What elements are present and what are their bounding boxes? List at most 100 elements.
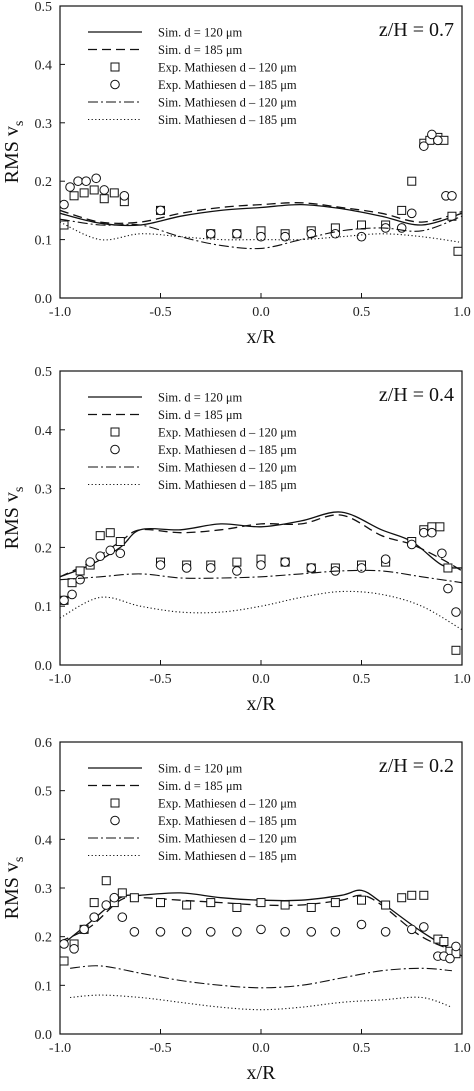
data-point-circle — [419, 141, 429, 151]
data-point-circle — [256, 924, 266, 935]
data-point-circle — [89, 912, 99, 923]
data-point-square — [443, 563, 453, 573]
data-point-circle — [115, 548, 126, 559]
data-point-circle — [60, 199, 69, 210]
data-point-circle — [427, 527, 437, 538]
x-axis-title: x/R — [247, 693, 277, 715]
x-tick-label: 1.0 — [453, 1041, 471, 1056]
x-tick-label: 0.0 — [252, 305, 270, 320]
x-tick-label: -1.0 — [49, 1041, 71, 1056]
x-tick-label: -1.0 — [49, 672, 71, 687]
data-point-square — [75, 566, 85, 576]
data-point-square — [89, 185, 99, 195]
data-point-circle — [433, 135, 443, 146]
series-line-dashed — [60, 202, 462, 224]
data-point-circle — [155, 560, 166, 570]
x-axis-title: x/R — [247, 326, 277, 348]
legend-label: Sim. d = 185 μm — [158, 408, 243, 422]
data-point-square — [60, 220, 69, 230]
x-tick-label: -0.5 — [149, 305, 171, 320]
series-line-dash-dot — [60, 215, 462, 250]
data-point-circle — [117, 912, 128, 923]
legend-label: Sim. d = 120 μm — [158, 762, 243, 776]
data-point-circle — [99, 185, 110, 195]
data-point-circle — [330, 228, 341, 239]
data-point-circle — [60, 939, 69, 949]
y-tick-label: 0.5 — [35, 0, 53, 15]
panel-label: z/H = 0.7 — [379, 19, 454, 41]
legend-label: Sim. Mathiesen d – 185 μm — [158, 478, 297, 492]
data-point-circle — [67, 589, 77, 600]
data-point-circle — [155, 205, 166, 216]
data-point-circle — [330, 927, 341, 937]
y-tick-label: 0.6 — [35, 736, 53, 751]
data-point-circle — [406, 539, 417, 550]
data-point-circle — [256, 560, 266, 570]
data-point-circle — [306, 563, 317, 573]
data-point-circle — [447, 191, 457, 201]
x-axis-title: x/R — [247, 1062, 277, 1084]
legend: Sim. d = 120 μm Sim. d = 185 μm Exp. Mathi… — [88, 26, 297, 127]
data-point-square — [306, 902, 316, 912]
data-point-circle — [280, 557, 290, 567]
legend-label: Exp. Mathiesen d – 185 μm — [158, 78, 297, 92]
data-point-circle — [95, 551, 105, 562]
data-point-square — [357, 895, 366, 905]
data-point-square — [115, 537, 125, 547]
data-point-circle — [256, 231, 266, 242]
data-point-circle — [129, 927, 140, 937]
panel-label: z/H = 0.2 — [379, 755, 454, 777]
series-line-dotted — [70, 994, 453, 1011]
data-point-square — [67, 578, 77, 588]
legend-label: Sim. Mathiesen d – 185 μm — [158, 113, 297, 127]
data-point-circle — [155, 927, 166, 937]
data-point-circle — [205, 563, 216, 573]
legend-symbol — [110, 427, 120, 437]
data-point-square — [407, 176, 417, 186]
data-point-square — [232, 902, 242, 912]
legend-label: Sim. Mathiesen d – 185 μm — [158, 849, 297, 863]
y-tick-label: 0.2 — [35, 931, 53, 946]
data-point-square — [451, 645, 461, 655]
data-point-square — [95, 531, 105, 541]
y-tick-label: 0.0 — [35, 1028, 53, 1043]
data-point-circle — [119, 191, 130, 201]
data-point-circle — [91, 173, 101, 184]
data-point-square — [79, 188, 89, 198]
y-axis-title: RMS vs — [1, 857, 27, 920]
data-point-circle — [65, 182, 75, 192]
data-point-circle — [79, 924, 89, 935]
y-axis-title: RMS vs — [1, 121, 27, 184]
legend-label: Sim. d = 120 μm — [158, 391, 243, 405]
data-point-circle — [280, 927, 290, 937]
data-point-square — [256, 898, 266, 908]
data-point-circle — [280, 231, 290, 242]
data-point-circle — [306, 228, 317, 239]
legend-label: Exp. Mathiesen d – 120 μm — [158, 61, 297, 75]
x-tick-label: -0.5 — [149, 1041, 171, 1056]
x-tick-label: 0.5 — [353, 305, 371, 320]
data-point-square — [182, 900, 192, 910]
legend-label: Exp. Mathiesen d – 120 μm — [158, 426, 297, 440]
series-line-solid — [60, 203, 462, 227]
data-point-circle — [81, 176, 91, 186]
data-point-square — [280, 900, 290, 910]
data-layer — [60, 876, 462, 1011]
series-line-dotted — [60, 590, 462, 631]
y-tick-label: 0.3 — [35, 882, 53, 897]
x-tick-label: 1.0 — [453, 305, 471, 320]
data-point-circle — [356, 231, 367, 242]
y-tick-label: 0.2 — [35, 175, 53, 190]
data-point-circle — [406, 208, 417, 219]
data-point-circle — [419, 527, 429, 538]
legend-label: Exp. Mathiesen d – 185 μm — [158, 443, 297, 457]
y-tick-label: 0.1 — [35, 979, 53, 994]
y-tick-label: 0.1 — [35, 234, 53, 249]
data-point-square — [99, 194, 109, 204]
data-layer — [60, 511, 462, 655]
data-point-circle — [427, 129, 437, 140]
y-tick-label: 0.3 — [35, 117, 53, 132]
chart-panel-3: -1.0 -0.5 0.0 0.5 1.0 0.0 0.1 0.2 0.3 0.4 0.5 0.6 x/… — [1, 736, 471, 1084]
chart-panel-1: -1.0 -0.5 0.0 0.5 1.0 0.0 0.1 0.2 0.3 0.4 0.5 x/R RM… — [1, 0, 471, 348]
